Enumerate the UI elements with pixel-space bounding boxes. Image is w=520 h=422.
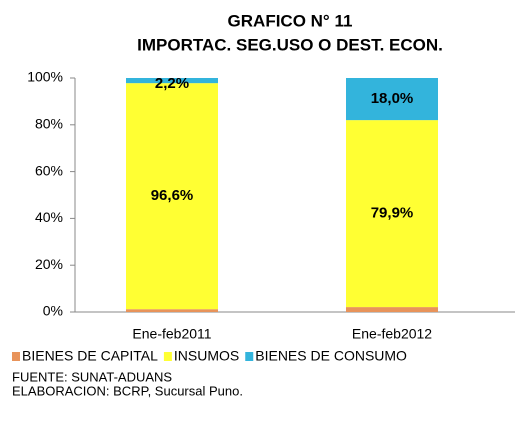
x-tick-label: Ene-feb2012 (352, 326, 432, 342)
y-tick-label: 0% (43, 303, 63, 319)
y-tick-label: 80% (35, 116, 63, 132)
bar-segment (346, 120, 438, 308)
value-label: 2,2% (155, 75, 189, 92)
y-tick-label: 40% (35, 209, 63, 225)
y-tick-label: 100% (27, 69, 63, 85)
value-label: 96,6% (151, 187, 194, 204)
legend-swatch (163, 352, 172, 361)
y-tick-label: 20% (35, 256, 63, 272)
value-label: 18,0% (371, 90, 414, 107)
legend-label: BIENES DE CONSUMO (255, 348, 407, 364)
footnote: ELABORACION: BCRP, Sucursal Puno. (12, 383, 243, 398)
bar-segment (126, 83, 218, 310)
legend-swatch (12, 352, 20, 361)
bar-segment (346, 78, 438, 121)
chart-subtitle: IMPORTAC. SEG.USO O DEST. ECON. (137, 35, 443, 54)
legend-swatch (245, 352, 254, 361)
bar-segment (126, 309, 218, 312)
bar-segment (346, 307, 438, 312)
y-tick-label: 60% (35, 162, 63, 178)
footnote: FUENTE: SUNAT-ADUANS (12, 369, 172, 384)
bar-segment (126, 78, 218, 84)
x-tick-label: Ene-feb2011 (132, 326, 211, 342)
chart-title: GRAFICO N° 11 (228, 11, 353, 30)
value-label: 79,9% (371, 205, 414, 222)
legend-label: INSUMOS (174, 348, 239, 364)
legend-label: BIENES DE CAPITAL (22, 348, 158, 364)
